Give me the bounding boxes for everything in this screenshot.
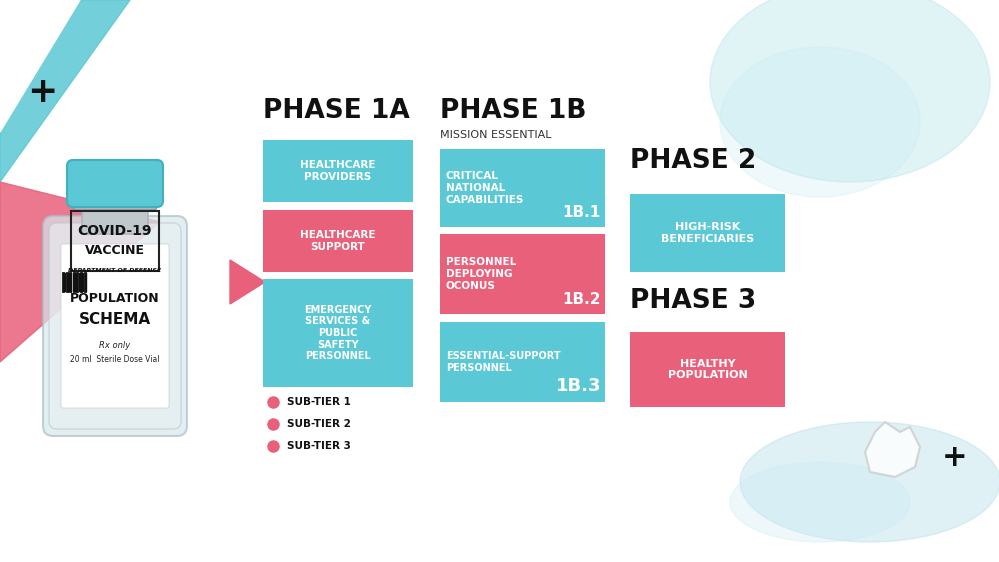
Text: POPULATION: POPULATION	[70, 292, 160, 306]
FancyBboxPatch shape	[440, 322, 605, 402]
Text: HEALTHCARE
PROVIDERS: HEALTHCARE PROVIDERS	[301, 160, 376, 182]
Text: SUB-TIER 1: SUB-TIER 1	[287, 397, 351, 407]
Bar	[71, 211, 159, 271]
FancyBboxPatch shape	[43, 216, 187, 436]
Text: HEALTHCARE
SUPPORT: HEALTHCARE SUPPORT	[301, 230, 376, 252]
FancyBboxPatch shape	[73, 174, 157, 210]
FancyBboxPatch shape	[263, 279, 413, 387]
FancyBboxPatch shape	[61, 244, 169, 408]
Text: 1B.2: 1B.2	[562, 292, 601, 307]
Text: 1B.3: 1B.3	[555, 377, 601, 395]
FancyBboxPatch shape	[630, 194, 785, 272]
FancyBboxPatch shape	[263, 210, 413, 272]
Polygon shape	[865, 422, 920, 477]
Text: EMERGENCY
SERVICES &
PUBLIC
SAFETY
PERSONNEL: EMERGENCY SERVICES & PUBLIC SAFETY PERSO…	[305, 305, 372, 361]
Text: DEPARTMENT OF DEFENSE: DEPARTMENT OF DEFENSE	[69, 269, 162, 274]
Text: MISSION ESSENTIAL: MISSION ESSENTIAL	[440, 130, 551, 140]
Text: SUB-TIER 3: SUB-TIER 3	[287, 441, 351, 451]
Ellipse shape	[720, 47, 920, 197]
Text: PHASE 1A: PHASE 1A	[263, 98, 410, 124]
FancyBboxPatch shape	[82, 198, 148, 234]
Text: ESSENTIAL-SUPPORT
PERSONNEL: ESSENTIAL-SUPPORT PERSONNEL	[446, 351, 560, 373]
FancyBboxPatch shape	[67, 160, 163, 207]
Text: HEALTHY
POPULATION: HEALTHY POPULATION	[667, 359, 747, 380]
Text: 20 ml  Sterile Dose Vial: 20 ml Sterile Dose Vial	[70, 355, 160, 364]
Text: +: +	[27, 75, 57, 109]
Text: 1B.1: 1B.1	[562, 205, 601, 220]
Text: PHASE 2: PHASE 2	[630, 148, 756, 174]
FancyBboxPatch shape	[49, 223, 181, 429]
Polygon shape	[0, 0, 130, 182]
Polygon shape	[230, 260, 265, 304]
Text: SUB-TIER 2: SUB-TIER 2	[287, 419, 351, 429]
FancyBboxPatch shape	[440, 234, 605, 314]
Text: Rx only: Rx only	[99, 342, 131, 351]
FancyBboxPatch shape	[630, 332, 785, 407]
FancyBboxPatch shape	[263, 140, 413, 202]
Text: +: +	[942, 442, 968, 472]
Ellipse shape	[730, 462, 910, 542]
Text: PHASE 3: PHASE 3	[630, 288, 756, 314]
Polygon shape	[0, 182, 160, 362]
Text: HIGH-RISK
BENEFICIARIES: HIGH-RISK BENEFICIARIES	[661, 222, 754, 244]
Text: COVID-19: COVID-19	[78, 224, 152, 238]
Text: PERSONNEL
DEPLOYING
OCONUS: PERSONNEL DEPLOYING OCONUS	[446, 257, 516, 291]
Text: PHASE 1B: PHASE 1B	[440, 98, 586, 124]
FancyBboxPatch shape	[440, 149, 605, 227]
Text: VACCINE: VACCINE	[85, 244, 145, 257]
Ellipse shape	[740, 422, 999, 542]
Text: SCHEMA: SCHEMA	[79, 311, 151, 327]
Text: CRITICAL
NATIONAL
CAPABILITIES: CRITICAL NATIONAL CAPABILITIES	[446, 171, 524, 205]
Polygon shape	[0, 0, 80, 132]
Ellipse shape	[710, 0, 990, 182]
